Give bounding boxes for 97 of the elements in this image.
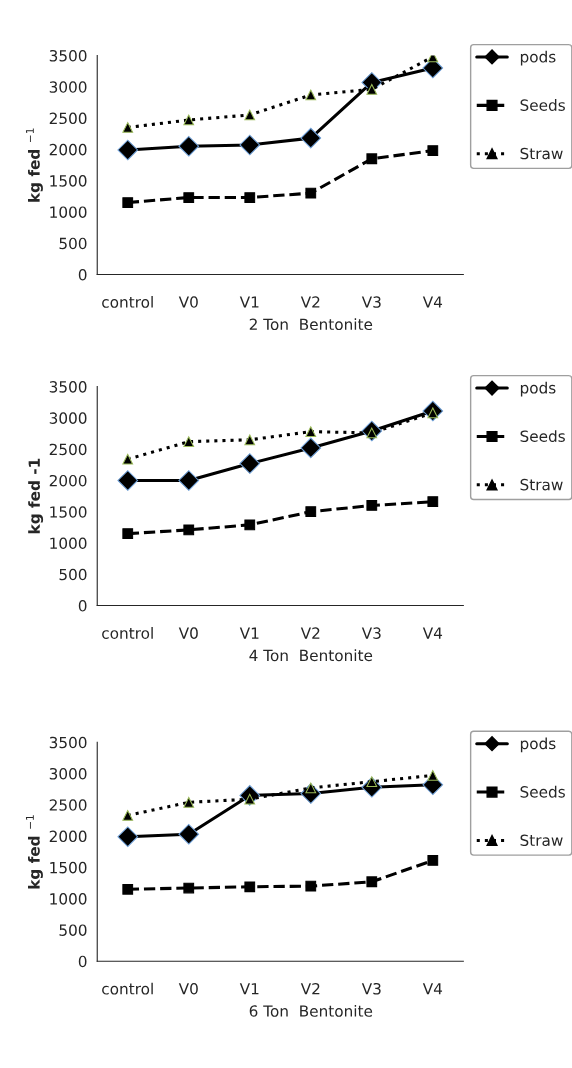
y-tick-label: 3000	[49, 412, 87, 424]
x-axis-title: 2 Ton Bentonite	[249, 318, 373, 331]
legend-label: Seeds	[520, 785, 565, 798]
legend-label: Seeds	[520, 99, 565, 111]
point	[427, 770, 439, 781]
y-tick-label: 500	[59, 568, 87, 581]
y-tick-label: 1000	[50, 537, 87, 550]
x-tick-label: control	[102, 982, 153, 995]
point	[300, 437, 322, 459]
y-tick-label: 3500	[49, 381, 87, 393]
x-tick-label: V4	[422, 627, 443, 639]
y-tick-label: 0	[78, 600, 87, 612]
point	[366, 153, 378, 165]
point	[122, 883, 134, 895]
legend-label: pods	[520, 737, 556, 753]
point	[244, 109, 256, 121]
point	[183, 796, 195, 808]
y-tick-label: 2500	[49, 443, 87, 456]
y-tick-label: 500	[59, 924, 87, 936]
point	[305, 89, 317, 101]
x-tick-label: V1	[239, 983, 259, 995]
legend-label: Straw	[520, 147, 563, 160]
x-tick-label: V1	[239, 296, 259, 308]
y-axis-title: kg fed -1	[28, 458, 44, 534]
x-tick-label: control	[102, 296, 153, 308]
point	[122, 453, 134, 465]
point	[244, 881, 256, 893]
point	[427, 145, 439, 156]
point	[427, 496, 439, 508]
y-axis-title: kg fed $^{−1}$	[25, 815, 43, 889]
point	[117, 826, 139, 848]
x-tick-label: V0	[178, 627, 198, 639]
point	[366, 876, 378, 888]
point	[178, 470, 200, 491]
y-tick-label: 3000	[49, 768, 87, 780]
y-tick-label: 3500	[49, 736, 87, 749]
y-axis-title: kg fed $^{−1}$	[25, 128, 43, 202]
point	[122, 122, 134, 133]
point	[305, 426, 317, 438]
point	[178, 135, 200, 157]
point	[305, 506, 317, 518]
point	[183, 192, 195, 203]
x-tick-label: V0	[178, 983, 198, 995]
point	[122, 528, 134, 539]
point	[178, 823, 200, 845]
y-tick-label: 1000	[50, 206, 87, 218]
x-axis-title: 4 Ton Bentonite	[249, 649, 373, 662]
point	[183, 524, 195, 536]
x-tick-label: V4	[422, 983, 443, 995]
point	[183, 882, 195, 894]
point	[183, 114, 195, 126]
y-tick-label: 2000	[49, 474, 87, 487]
y-tick-label: 500	[59, 237, 87, 250]
x-tick-label: V4	[422, 296, 443, 308]
point	[244, 434, 256, 446]
x-axis-title: 6 Ton Bentonite	[249, 1004, 373, 1017]
y-tick-label: 2000	[49, 143, 87, 156]
y-tick-label: 1000	[50, 893, 87, 905]
legend-label: pods	[520, 381, 556, 397]
x-tick-label: V2	[300, 296, 320, 308]
point	[122, 197, 134, 208]
y-tick-label: 2500	[49, 112, 87, 125]
point	[117, 139, 139, 161]
point	[239, 134, 261, 156]
point	[300, 127, 322, 149]
y-tick-label: 1500	[50, 861, 87, 874]
y-tick-label: 0	[78, 268, 87, 281]
x-tick-label: V3	[361, 983, 381, 995]
point	[183, 436, 195, 448]
legend-label: Straw	[520, 478, 563, 491]
point	[366, 500, 378, 511]
legend-label: Seeds	[520, 430, 565, 442]
y-tick-label: 2500	[49, 799, 87, 811]
point	[366, 83, 378, 95]
point	[122, 810, 134, 821]
y-tick-label: 1500	[50, 175, 87, 187]
x-tick-label: V0	[178, 296, 198, 308]
point	[239, 453, 261, 474]
y-tick-label: 3500	[49, 50, 87, 62]
point	[117, 470, 139, 491]
x-tick-label: V3	[361, 296, 381, 308]
x-tick-label: V2	[300, 983, 320, 995]
y-tick-label: 2000	[49, 830, 87, 843]
point	[305, 880, 317, 892]
y-tick-label: 1500	[50, 506, 87, 518]
x-tick-label: V1	[239, 627, 259, 639]
point	[244, 192, 256, 203]
point	[427, 855, 439, 866]
y-tick-label: 0	[78, 955, 87, 968]
x-tick-label: V2	[300, 627, 320, 639]
x-tick-label: control	[102, 627, 153, 639]
point	[305, 187, 317, 199]
point	[244, 519, 256, 531]
y-tick-label: 3000	[49, 81, 87, 93]
x-tick-label: V3	[361, 627, 381, 639]
legend-label: pods	[520, 50, 556, 66]
legend-label: Straw	[520, 834, 563, 847]
